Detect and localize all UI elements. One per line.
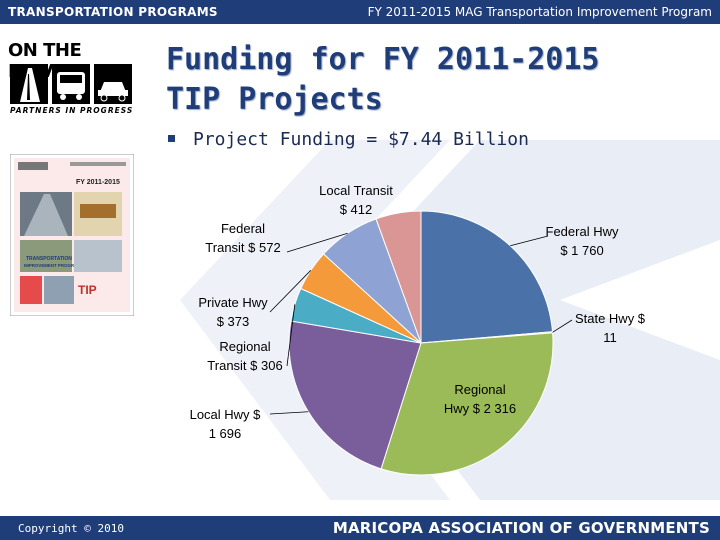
leader-line-state-hwy xyxy=(552,319,573,333)
on-the-move-logo: ON THE MOVE PARTNERS IN PROGRESS xyxy=(8,40,136,120)
slice-label-line: State Hwy $ xyxy=(575,311,646,326)
slice-label-line: Local Hwy $ xyxy=(190,407,262,422)
slice-label-line: Federal Hwy xyxy=(546,224,619,239)
slice-label-line: $ 1 760 xyxy=(560,243,603,258)
slide-title-line-1: Funding for FY 2011-2015 xyxy=(166,42,600,77)
slice-label-regional-hwy: Regional Hwy $ 2 316 xyxy=(444,382,516,416)
slice-label-line: Federal xyxy=(221,221,265,236)
slice-label-regional-transit: Regional Transit $ 306 xyxy=(207,339,282,373)
slice-label-line: Regional xyxy=(219,339,270,354)
copyright-text: Copyright © 2010 xyxy=(18,522,124,535)
cover-label-1: TRANSPORTATION xyxy=(26,256,72,262)
slice-label-line: Transit $ 572 xyxy=(205,240,280,255)
slide-title-line-2: TIP Projects xyxy=(166,82,383,117)
slice-label-federal-transit: Federal Transit $ 572 xyxy=(205,221,280,255)
slice-label-local-transit: Local Transit $ 412 xyxy=(319,183,393,217)
slice-label-federal-hwy: Federal Hwy $ 1 760 xyxy=(546,224,619,258)
slice-label-line: Private Hwy xyxy=(198,295,268,310)
cover-label-2: IMPROVEMENT PROGRAM xyxy=(24,263,81,268)
header-section-title: TRANSPORTATION PROGRAMS xyxy=(8,5,218,19)
cover-tip: TIP xyxy=(78,283,97,297)
slice-label-state-hwy: State Hwy $ 11 xyxy=(575,311,646,345)
header-program-title: FY 2011-2015 MAG Transportation Improvem… xyxy=(367,5,712,19)
slice-label-line: Hwy $ 2 316 xyxy=(444,401,516,416)
slide-title: Funding for FY 2011-2015 TIP Projects xyxy=(166,40,599,120)
bullet-text: Project Funding = $7.44 Billion xyxy=(193,129,529,150)
footer-bar: Copyright © 2010 MARICOPA ASSOCIATION OF… xyxy=(0,516,720,540)
slice-label-line: $ 412 xyxy=(340,202,373,217)
pie-slice-regional-hwy xyxy=(380,332,554,476)
leader-line-federal-hwy xyxy=(510,235,549,247)
cover-year: FY 2011-2015 xyxy=(76,179,120,186)
bullet-item: Project Funding = $7.44 Billion xyxy=(168,129,529,150)
slice-label-line: $ 373 xyxy=(217,314,250,329)
leader-line-private-hwy xyxy=(269,270,312,313)
square-bullet-icon xyxy=(168,134,175,142)
slice-label-line: Regional xyxy=(454,382,505,397)
slice-label-line: 11 xyxy=(603,330,617,345)
organization-name: MARICOPA ASSOCIATION OF GOVERNMENTS xyxy=(332,519,710,537)
slice-label-line: 1 696 xyxy=(209,426,242,441)
leader-line-regional-transit xyxy=(286,304,296,367)
header-bar: TRANSPORTATION PROGRAMS FY 2011-2015 MAG… xyxy=(0,0,720,24)
leader-line-local-hwy xyxy=(269,411,309,415)
pie-slice-local-transit xyxy=(375,210,422,344)
slice-label-local-hwy: Local Hwy $ 1 696 xyxy=(190,407,262,441)
tip-report-cover: FY 2011-2015 TRANSPORTATION IMPROVEMENT … xyxy=(10,154,134,316)
pie-slice-federal-hwy xyxy=(420,210,554,344)
slice-label-line: Transit $ 306 xyxy=(207,358,282,373)
slice-label-private-hwy: Private Hwy $ 373 xyxy=(198,295,268,329)
slice-label-line: Local Transit xyxy=(319,183,393,198)
leader-line-federal-transit xyxy=(286,232,348,253)
logo-subtitle: PARTNERS IN PROGRESS xyxy=(10,106,134,115)
logo-graphic-icon xyxy=(10,64,132,104)
